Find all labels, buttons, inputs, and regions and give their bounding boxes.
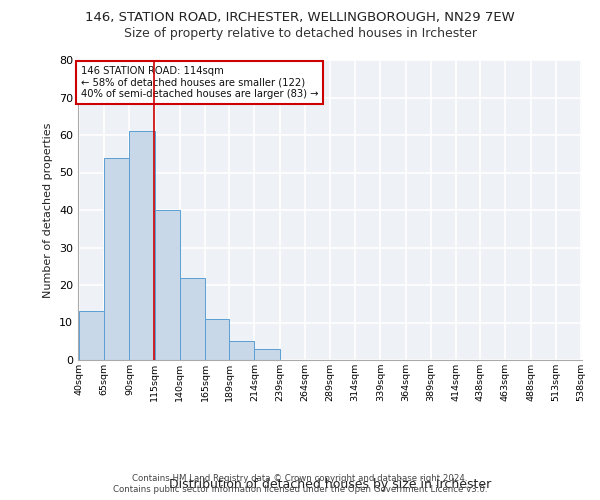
Text: 146 STATION ROAD: 114sqm
← 58% of detached houses are smaller (122)
40% of semi-: 146 STATION ROAD: 114sqm ← 58% of detach…	[80, 66, 318, 99]
Bar	[104, 158, 130, 360]
Bar	[180, 278, 205, 360]
Bar	[205, 319, 229, 360]
Bar	[229, 341, 254, 360]
Bar	[155, 210, 180, 360]
Text: Contains HM Land Registry data © Crown copyright and database right 2024.
Contai: Contains HM Land Registry data © Crown c…	[113, 474, 487, 494]
Bar	[79, 311, 104, 360]
Text: 146, STATION ROAD, IRCHESTER, WELLINGBOROUGH, NN29 7EW: 146, STATION ROAD, IRCHESTER, WELLINGBOR…	[85, 12, 515, 24]
Y-axis label: Number of detached properties: Number of detached properties	[43, 122, 53, 298]
Bar	[254, 349, 280, 360]
X-axis label: Distribution of detached houses by size in Irchester: Distribution of detached houses by size …	[169, 478, 491, 490]
Text: Size of property relative to detached houses in Irchester: Size of property relative to detached ho…	[124, 28, 476, 40]
Bar	[130, 131, 155, 360]
